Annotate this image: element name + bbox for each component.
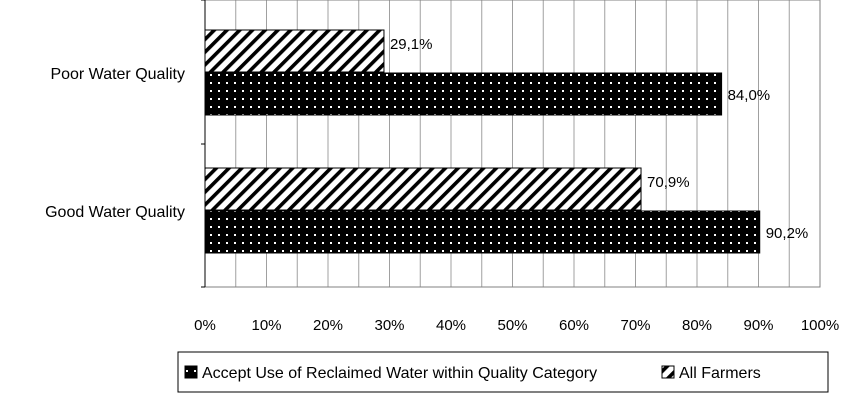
x-tick-label: 100% — [801, 317, 839, 334]
legend-swatch — [661, 365, 675, 379]
x-tick-label: 60% — [559, 317, 589, 334]
bar — [204, 72, 723, 116]
x-tick-label: 0% — [194, 317, 216, 334]
x-tick-label: 30% — [374, 317, 404, 334]
legend-entry: All Farmers — [679, 365, 761, 382]
labels: 0% 10% 20% 30% 40% 50% 60% 70% 80% 90% 100% Poor Wa… — [45, 36, 839, 334]
category-label: Good Water Quality — [45, 204, 185, 221]
data-label: 84,0% — [728, 87, 771, 104]
data-label: 90,2% — [766, 225, 809, 242]
x-tick-label: 80% — [682, 317, 712, 334]
bar — [204, 29, 385, 73]
data-label: 70,9% — [647, 174, 690, 191]
legend: Accept Use of Reclaimed Water within Qua… — [177, 351, 829, 393]
bar — [204, 210, 761, 254]
x-tick-label: 70% — [620, 317, 650, 334]
category-label: Poor Water Quality — [50, 66, 185, 83]
legend-swatch — [184, 365, 198, 379]
bar — [204, 167, 642, 211]
x-tick-label: 50% — [497, 317, 527, 334]
x-tick-label: 40% — [436, 317, 466, 334]
data-label: 29,1% — [390, 36, 433, 53]
legend-entry: Accept Use of Reclaimed Water within Qua… — [202, 365, 597, 382]
bars — [204, 29, 761, 254]
x-tick-label: 20% — [313, 317, 343, 334]
x-tick-label: 90% — [743, 317, 773, 334]
legend-box — [177, 351, 829, 393]
x-tick-label: 10% — [251, 317, 281, 334]
